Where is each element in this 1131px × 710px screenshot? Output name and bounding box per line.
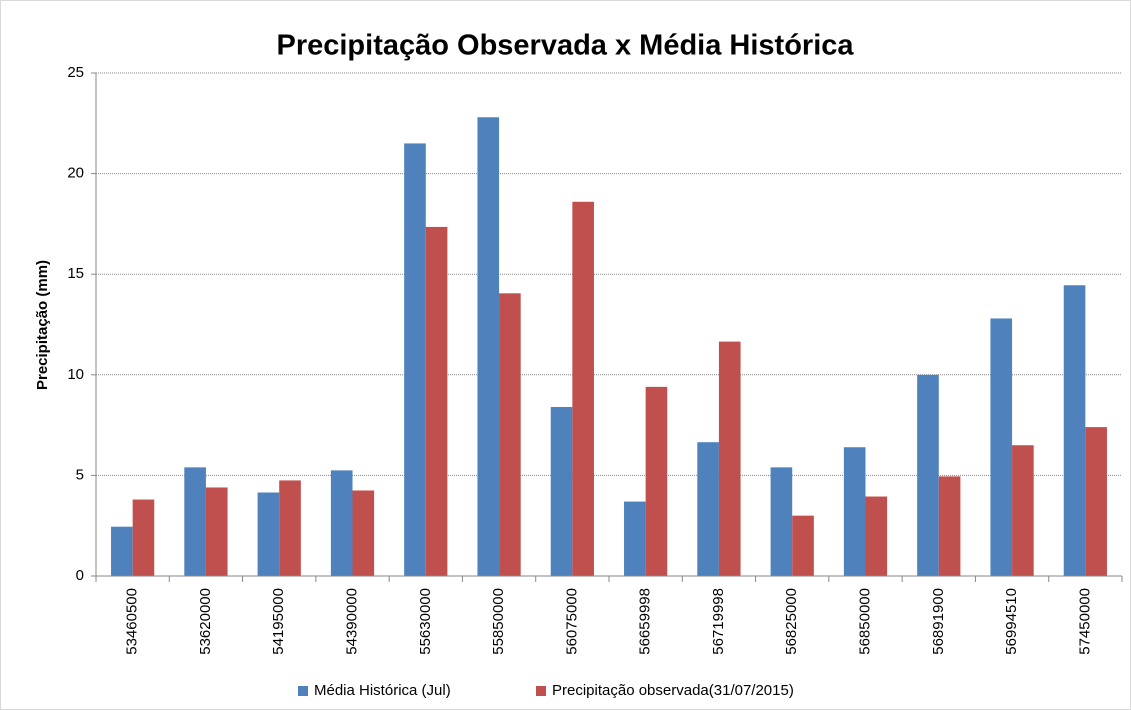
bar (697, 442, 719, 576)
chart-title: Precipitação Observada x Média Histórica (276, 30, 854, 62)
bar (1085, 427, 1107, 576)
bar (205, 487, 228, 576)
bar (111, 526, 133, 576)
x-tick-label: 56659998 (637, 588, 654, 655)
bar (645, 386, 668, 576)
y-tick-label: 25 (67, 64, 84, 81)
y-tick-label: 15 (67, 265, 84, 282)
y-tick-label: 20 (67, 165, 84, 182)
bar (1063, 285, 1086, 576)
bar (843, 447, 866, 576)
y-tick-label: 5 (76, 466, 84, 483)
y-tick-label: 0 (76, 567, 84, 584)
bar (499, 293, 521, 576)
x-tick-label: 57450000 (1076, 588, 1093, 655)
bar (917, 374, 939, 576)
bar (330, 470, 353, 576)
bar (132, 499, 155, 576)
x-tick-label: 56719998 (710, 588, 727, 655)
x-tick-label: 56850000 (856, 588, 873, 655)
x-tick-label: 54195000 (270, 588, 287, 655)
bar (792, 515, 814, 576)
x-tick-label: 55850000 (490, 588, 507, 655)
x-tick-label: 55630000 (417, 588, 434, 655)
bar (865, 496, 888, 576)
bar (184, 467, 206, 576)
legend-swatch (298, 686, 308, 696)
bar (990, 318, 1013, 576)
x-tick-label: 53460500 (124, 588, 141, 655)
bar (572, 201, 594, 576)
y-tick-label: 10 (67, 366, 84, 383)
bar (352, 490, 375, 576)
bar (550, 406, 573, 576)
x-tick-label: 56825000 (783, 588, 800, 655)
bar (425, 226, 448, 576)
bar (718, 341, 741, 576)
bar (624, 501, 646, 576)
legend-label: Precipitação observada(31/07/2015) (552, 682, 794, 699)
y-axis-title: Precipitação (mm) (34, 260, 51, 390)
x-tick-label: 54390000 (343, 588, 360, 655)
legend-swatch (536, 686, 546, 696)
bar (404, 143, 426, 577)
bar (938, 476, 961, 576)
bar (257, 492, 280, 576)
bar (770, 467, 793, 576)
x-tick-label: 56994510 (1003, 588, 1020, 655)
x-tick-label: 56075000 (563, 588, 580, 655)
x-tick-label: 53620000 (197, 588, 214, 655)
legend-label: Média Histórica (Jul) (314, 682, 451, 699)
bar (279, 480, 301, 576)
bar (477, 117, 500, 576)
bar (1012, 445, 1034, 576)
x-tick-label: 56891900 (930, 588, 947, 655)
